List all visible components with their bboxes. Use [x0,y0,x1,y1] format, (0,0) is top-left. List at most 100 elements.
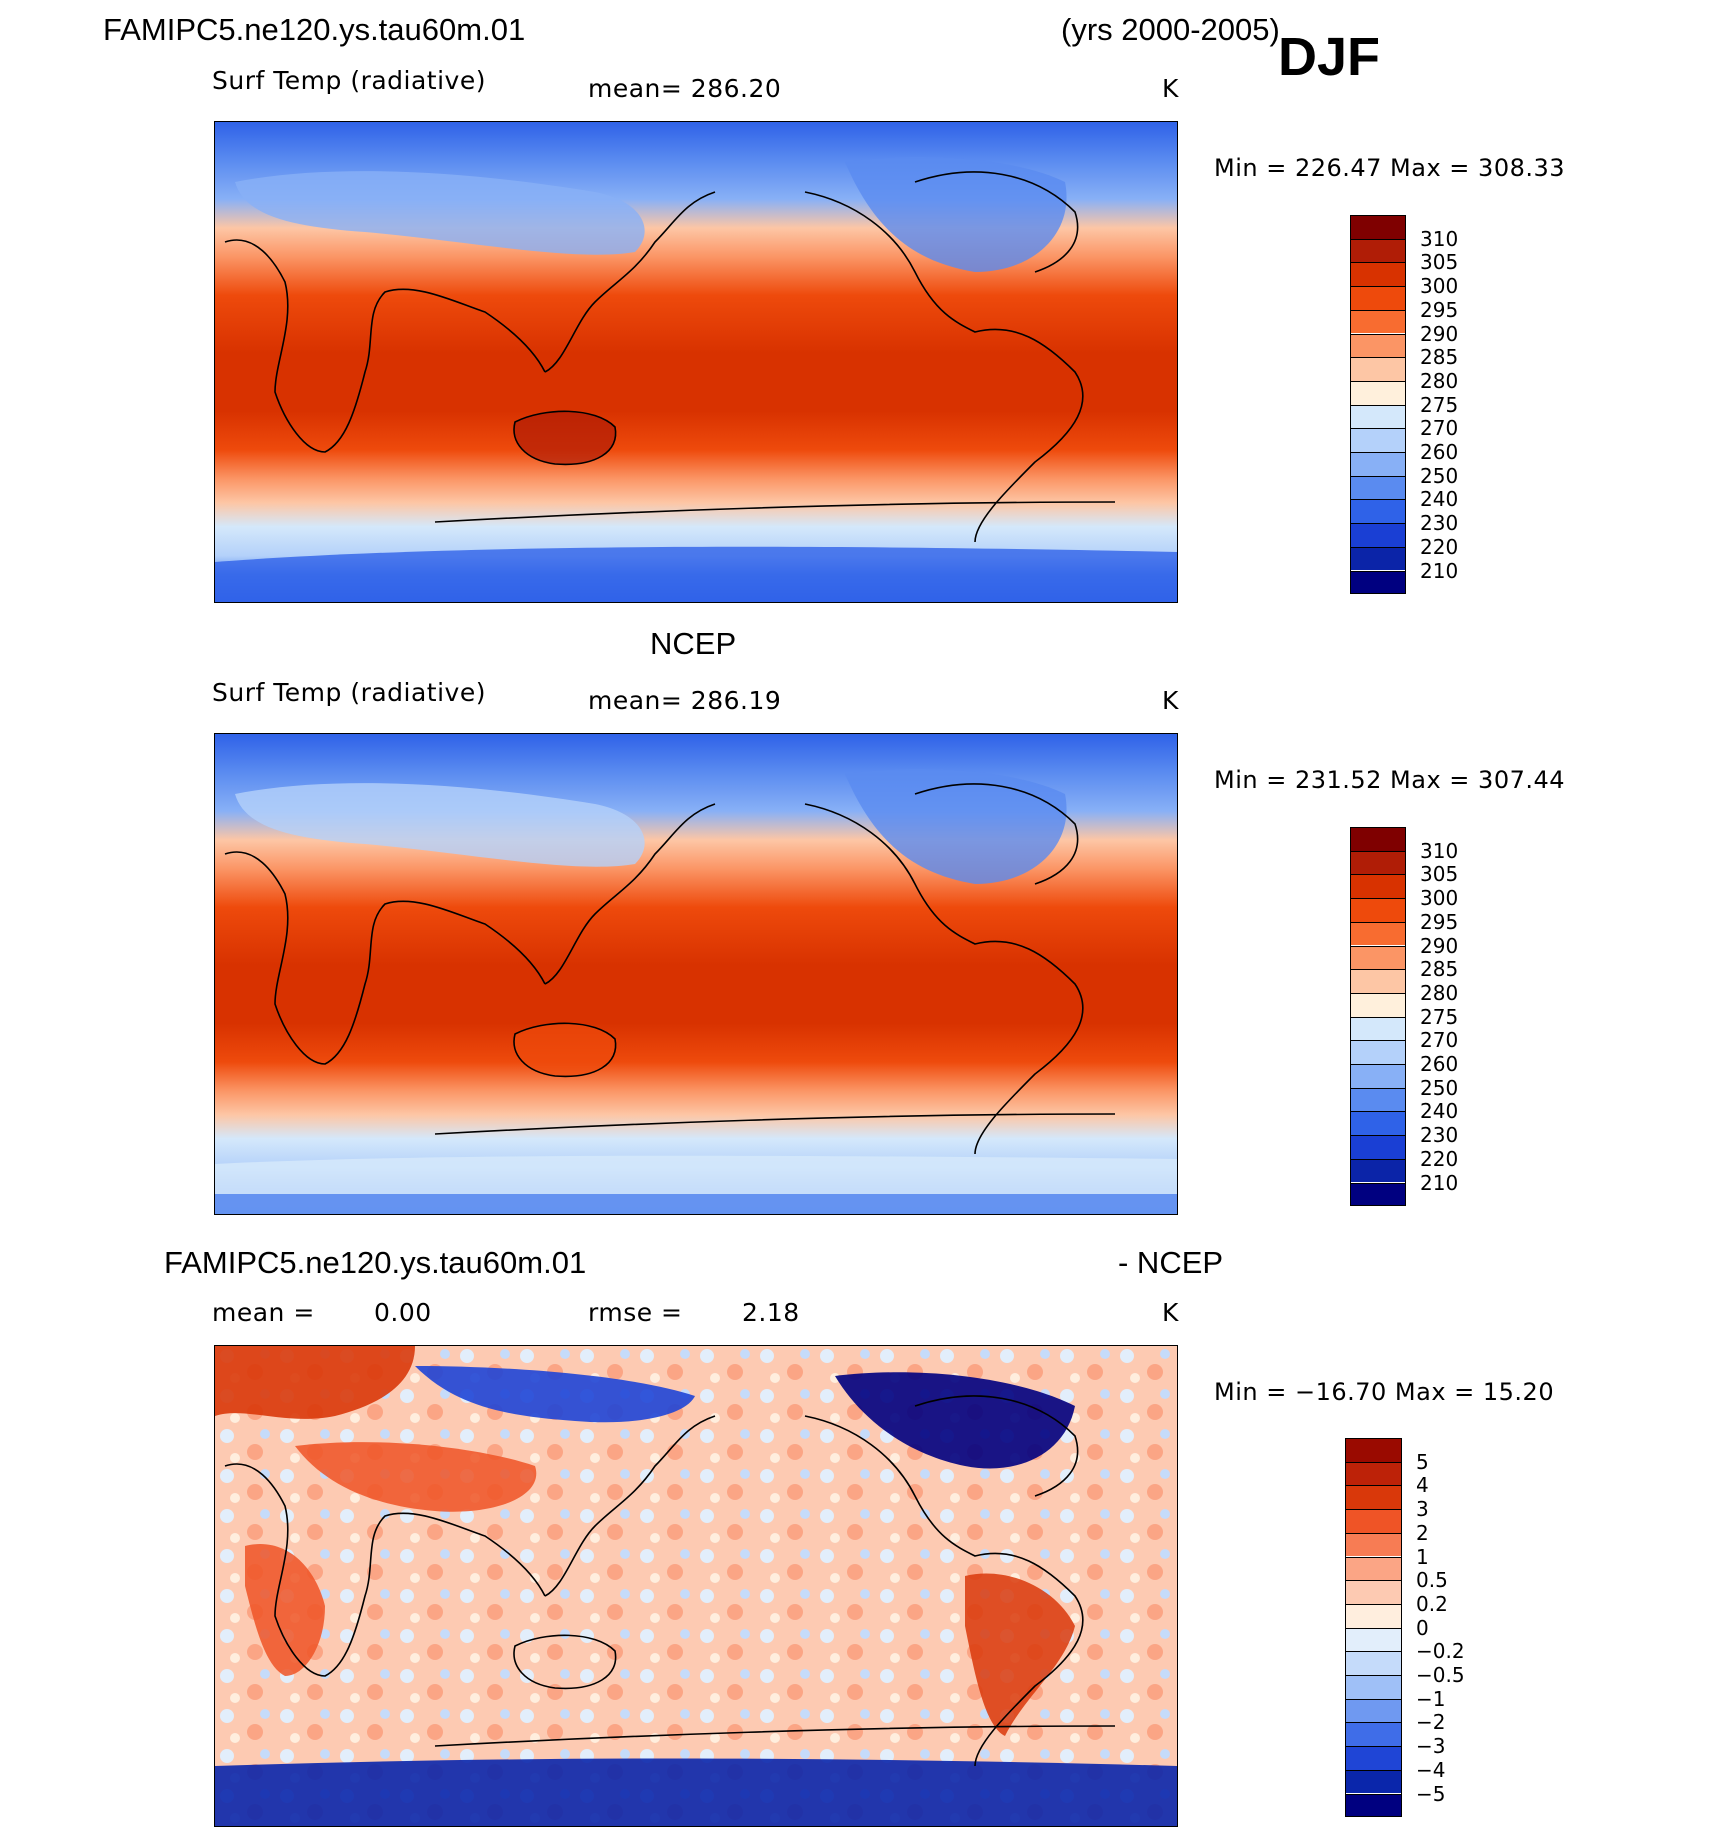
australia-warm-region [514,1023,616,1077]
panel-model-map [214,121,1178,603]
panel-diff-title-left: FAMIPC5.ne120.ys.tau60m.01 [164,1245,587,1280]
colorbar-tick-label: 285 [1420,345,1459,370]
panel-diff-title-right: - NCEP [1118,1245,1224,1280]
colorbar-swatch [1345,1675,1402,1699]
colorbar-tick-label: 280 [1420,368,1459,393]
colorbar-tick-label: 220 [1420,1146,1459,1171]
colorbar-swatch [1350,546,1406,571]
coastlines [224,783,1116,1155]
colorbar-tick-label: 5 [1416,1449,1429,1474]
colorbar-tick-label: 275 [1420,392,1459,417]
colorbar-swatch [1350,898,1406,922]
colorbar-tick-label: −0.2 [1416,1639,1465,1664]
colorbar-swatch [1350,333,1406,358]
difference-field [215,1346,1177,1826]
colorbar-swatch [1345,1438,1402,1462]
colorbar-swatch [1350,262,1406,287]
eurasia-cold-region [235,783,645,867]
colorbar-tick-label: 2 [1416,1520,1429,1545]
colorbar-tick-label: 270 [1420,1028,1459,1053]
colorbar-swatch [1345,1698,1402,1723]
colorbar-tick-label: −4 [1416,1757,1446,1782]
colorbar-tick-label: 250 [1420,1075,1459,1100]
colorbar-frame [1345,1438,1402,1818]
colorbar-swatch [1350,309,1406,334]
colorbar-swatch [1350,499,1406,524]
colorbar-frame [1350,215,1406,595]
colorbar-tick-label: 0 [1416,1615,1429,1640]
colorbar-tick-label: 0.2 [1416,1591,1448,1616]
colorbar-swatch [1350,1182,1406,1207]
colorbar-swatch [1350,215,1406,239]
colorbar-swatch [1350,380,1406,405]
eurasia-cold-region [235,171,645,255]
antarctica-cold-region [215,546,1177,602]
colorbar-swatch [1350,238,1406,263]
coastlines [224,1395,1116,1767]
north-america-cold-region [845,157,1067,272]
colorbar-swatch [1345,1651,1402,1675]
colorbar-tick-label: 290 [1420,933,1459,958]
colorbar-frame [1350,827,1406,1207]
colorbar-tick-label: 285 [1420,957,1459,982]
colorbar-tick-label: 1 [1416,1544,1429,1569]
colorbar-swatch [1350,1158,1406,1183]
panel-diff-mean-value: 0.00 [374,1298,432,1327]
colorbar-tick-label: 300 [1420,886,1459,911]
season-label: DJF [1278,27,1381,87]
colorbar-swatch [1350,286,1406,310]
colorbar-swatch [1350,827,1406,851]
africa-warm-anomaly [245,1544,325,1676]
panel-obs-minmax: Min = 231.52 Max = 307.44 [1214,766,1566,794]
colorbar-swatch [1345,1532,1402,1557]
colorbar-tick-label: −3 [1416,1734,1446,1759]
case-title: FAMIPC5.ne120.ys.tau60m.01 [103,12,526,47]
colorbar-swatch [1350,357,1406,381]
colorbar-swatch [1350,1016,1406,1041]
colorbar-swatch [1345,1627,1402,1652]
colorbar-swatch [1350,992,1406,1017]
colorbar-swatch [1350,1040,1406,1064]
colorbar-tick-label: 230 [1420,1123,1459,1148]
colorbar-tick-label: 230 [1420,511,1459,536]
colorbar-tick-label: 290 [1420,321,1459,346]
south-america-warm-anomaly [965,1573,1075,1736]
colorbar-tick-label: 260 [1420,440,1459,464]
panel-obs-units: K [1162,686,1179,715]
north-eurasia-warm-anomaly [215,1346,415,1419]
temperature-field-obs [215,734,1177,1214]
colorbar-swatch [1350,1064,1406,1088]
colorbar-tick-label: 305 [1420,862,1459,887]
colorbar-tick-label: 300 [1420,274,1459,299]
colorbar-swatch [1350,404,1406,429]
coastlines [224,171,1116,543]
panel-diff-minmax: Min = −16.70 Max = 15.20 [1214,1378,1555,1406]
colorbar-tick-label: 305 [1420,250,1459,275]
colorbar-swatch [1350,523,1406,547]
colorbar-swatch [1350,452,1406,476]
colorbar-tick-label: −0.5 [1416,1663,1465,1687]
colorbar-tick-label: 280 [1420,980,1459,1005]
colorbar-tick-label: 240 [1420,1099,1459,1124]
colorbar-tick-label: 275 [1420,1004,1459,1029]
panel-diff-rmse-value: 2.18 [742,1298,800,1327]
panel-diff-units: K [1162,1298,1179,1327]
north-america-cold-anomaly [835,1372,1075,1469]
colorbar-tick-label: 3 [1416,1497,1429,1522]
colorbar-swatch [1350,850,1406,875]
panel-obs-map [214,733,1178,1215]
years-label: (yrs 2000-2005) [1061,12,1280,47]
north-america-cold-region [845,769,1067,884]
colorbar-swatch [1345,1580,1402,1604]
asia-warm-anomaly [295,1442,537,1512]
colorbar-swatch [1350,945,1406,970]
colorbar-tick-label: 240 [1420,487,1459,512]
colorbar-tick-label: 310 [1420,838,1459,863]
siberia-cold-anomaly [415,1366,695,1423]
colorbar-swatch [1345,1722,1402,1747]
colorbar-swatch [1350,1111,1406,1136]
panel-diff-map [214,1345,1178,1827]
colorbar-swatch [1345,1509,1402,1533]
colorbar-swatch [1345,1603,1402,1628]
colorbar-swatch [1350,475,1406,500]
